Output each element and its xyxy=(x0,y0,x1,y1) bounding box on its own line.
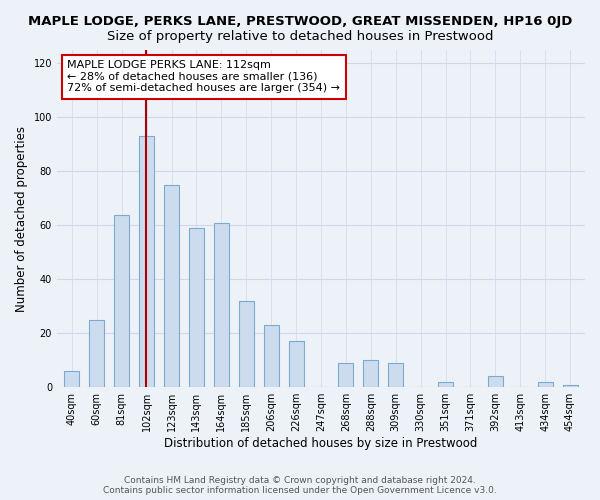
Text: MAPLE LODGE PERKS LANE: 112sqm
← 28% of detached houses are smaller (136)
72% of: MAPLE LODGE PERKS LANE: 112sqm ← 28% of … xyxy=(67,60,340,94)
Bar xyxy=(214,222,229,387)
Y-axis label: Number of detached properties: Number of detached properties xyxy=(15,126,28,312)
Bar xyxy=(438,382,453,387)
X-axis label: Distribution of detached houses by size in Prestwood: Distribution of detached houses by size … xyxy=(164,437,478,450)
Bar xyxy=(488,376,503,387)
Bar xyxy=(263,325,278,387)
Bar xyxy=(289,342,304,387)
Bar xyxy=(64,371,79,387)
Bar xyxy=(388,363,403,387)
Text: MAPLE LODGE, PERKS LANE, PRESTWOOD, GREAT MISSENDEN, HP16 0JD: MAPLE LODGE, PERKS LANE, PRESTWOOD, GREA… xyxy=(28,15,572,28)
Bar xyxy=(338,363,353,387)
Bar xyxy=(239,301,254,387)
Text: Contains HM Land Registry data © Crown copyright and database right 2024.
Contai: Contains HM Land Registry data © Crown c… xyxy=(103,476,497,495)
Bar xyxy=(89,320,104,387)
Bar xyxy=(164,185,179,387)
Text: Size of property relative to detached houses in Prestwood: Size of property relative to detached ho… xyxy=(107,30,493,43)
Bar xyxy=(563,384,578,387)
Bar xyxy=(538,382,553,387)
Bar xyxy=(114,214,129,387)
Bar xyxy=(364,360,378,387)
Bar xyxy=(189,228,204,387)
Bar xyxy=(139,136,154,387)
